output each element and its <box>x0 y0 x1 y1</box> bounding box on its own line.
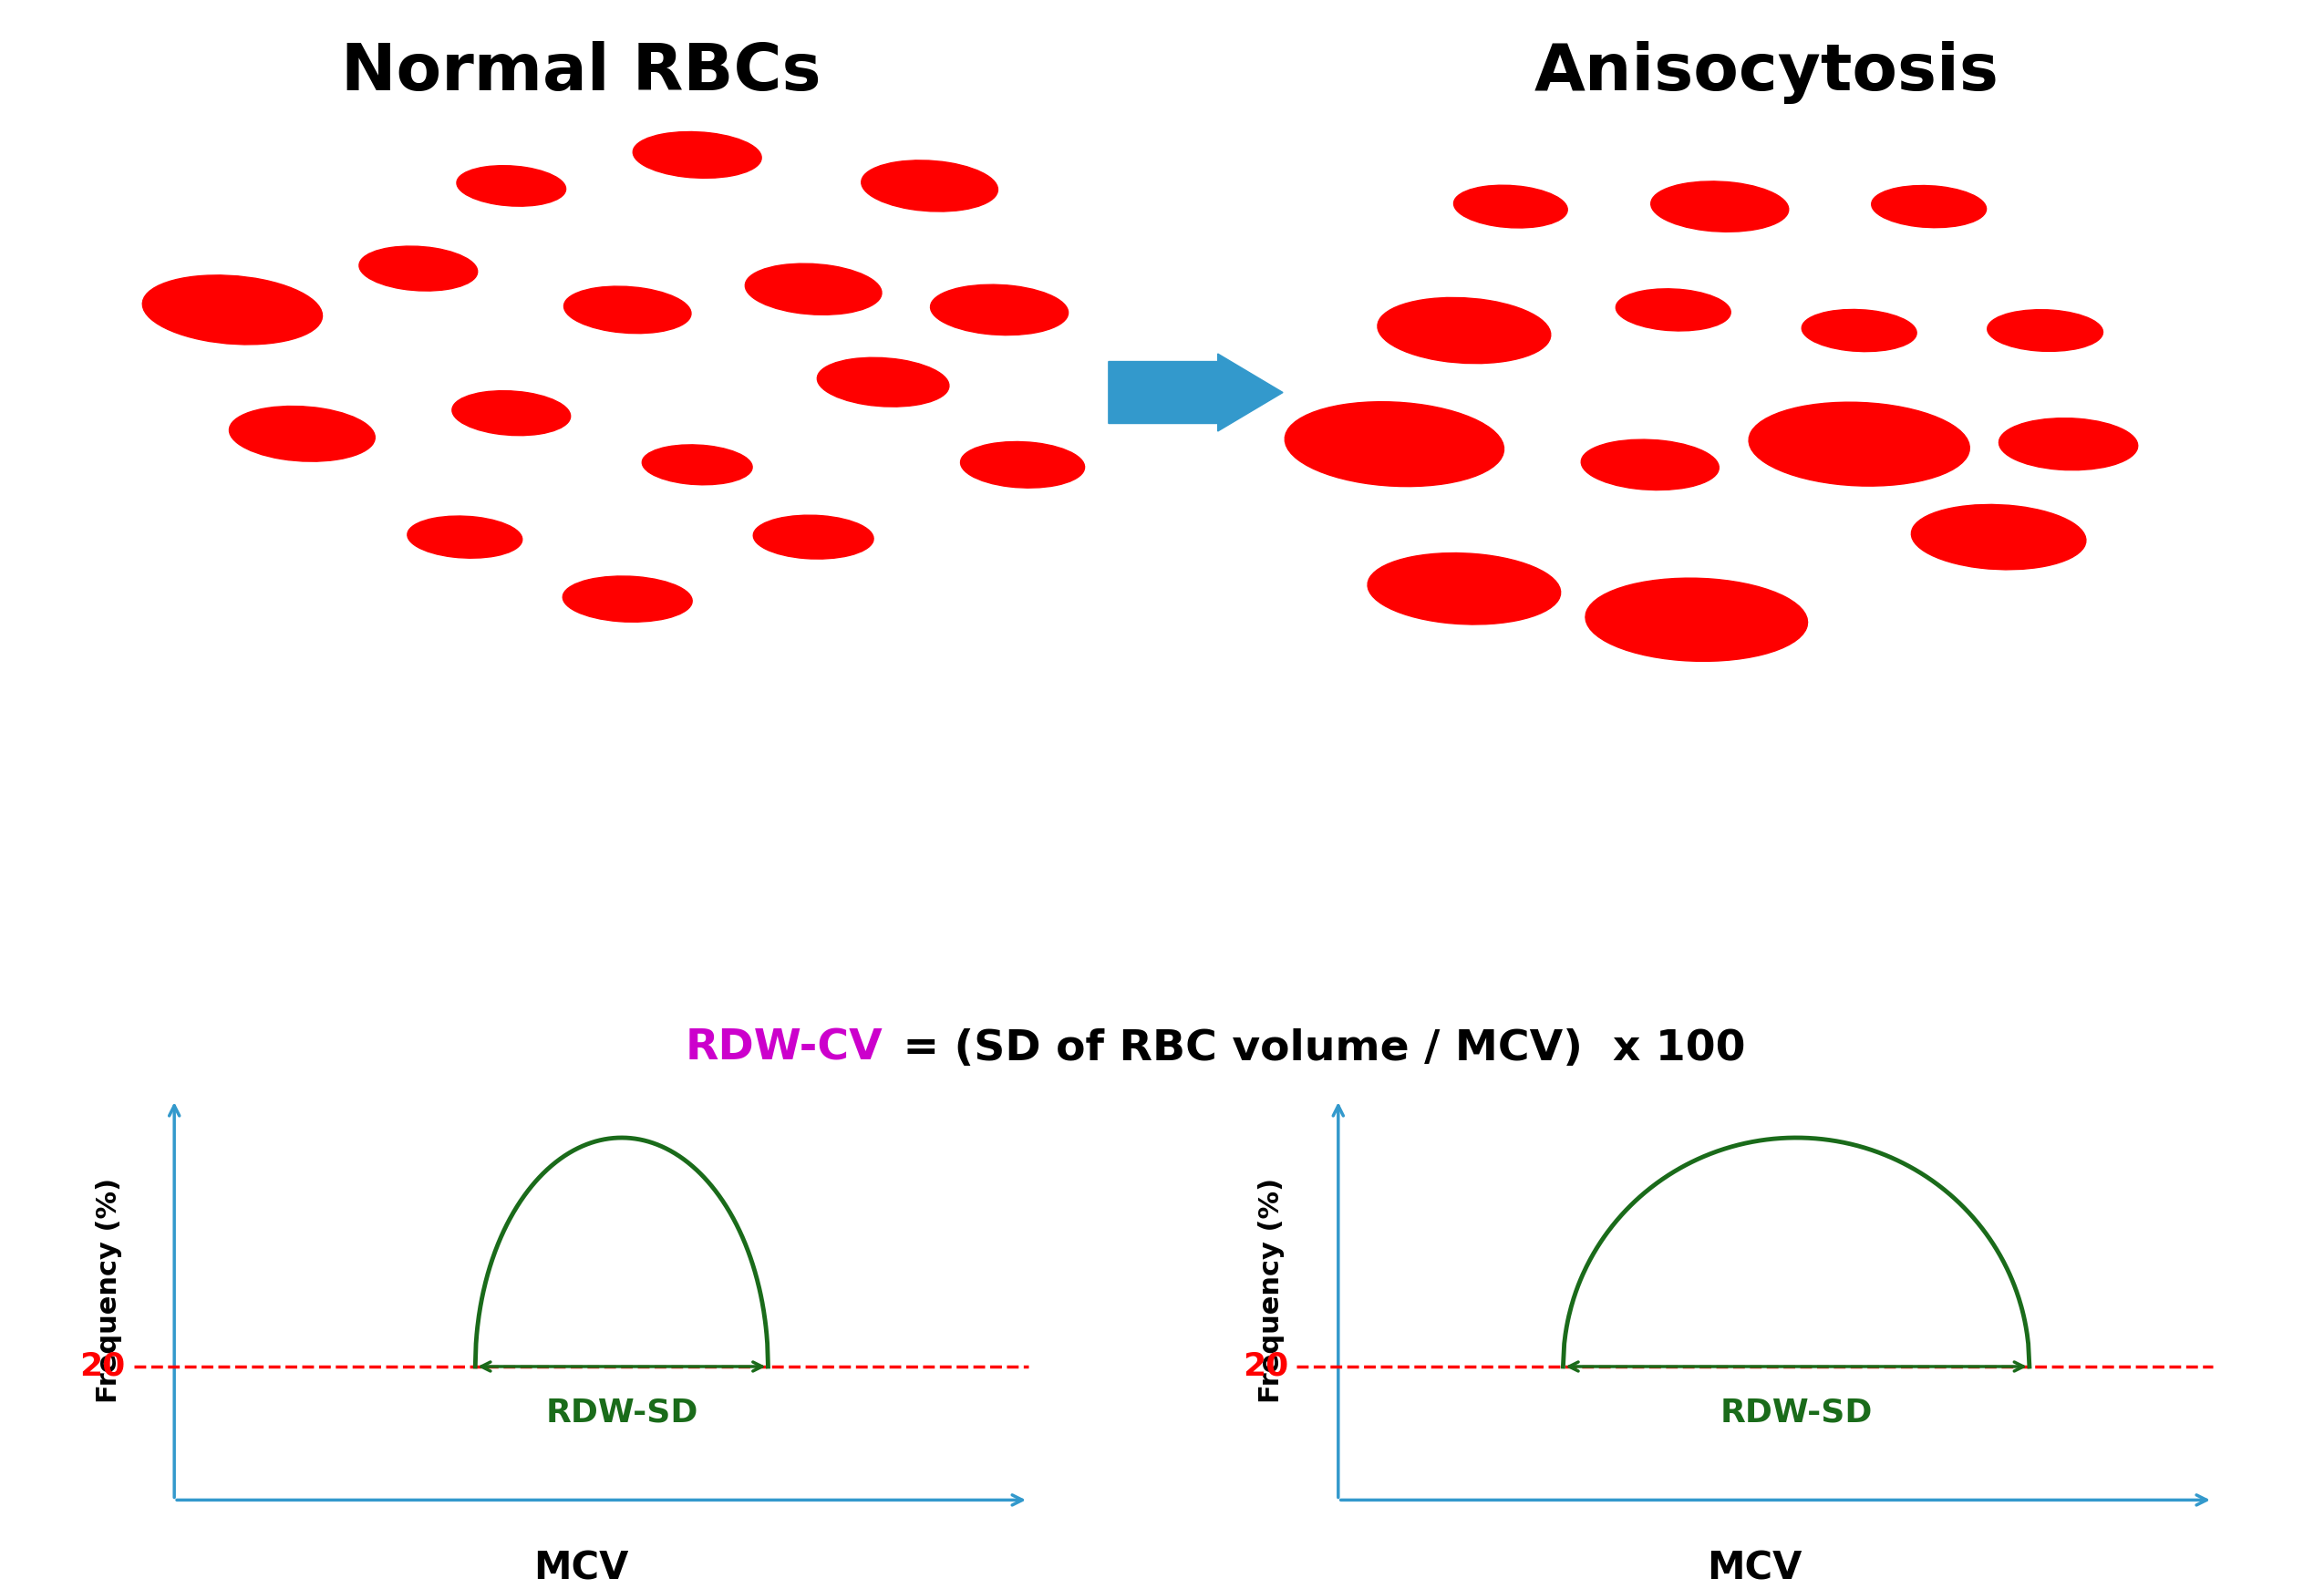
Ellipse shape <box>1580 440 1720 489</box>
Text: Normal RBCs: Normal RBCs <box>342 41 820 105</box>
Ellipse shape <box>1987 310 2103 351</box>
Ellipse shape <box>1455 186 1566 227</box>
Text: RDW-SD: RDW-SD <box>546 1397 697 1429</box>
Ellipse shape <box>818 358 948 407</box>
Ellipse shape <box>930 284 1069 335</box>
Text: = (SD of RBC volume / MCV)  x 100: = (SD of RBC volume / MCV) x 100 <box>888 1028 1745 1069</box>
Text: 20: 20 <box>79 1351 125 1382</box>
Text: Frequency (%): Frequency (%) <box>95 1177 123 1403</box>
FancyArrow shape <box>1109 354 1283 431</box>
Ellipse shape <box>1910 505 2087 569</box>
Ellipse shape <box>1615 289 1731 331</box>
Ellipse shape <box>1585 578 1808 661</box>
Ellipse shape <box>230 407 374 461</box>
Ellipse shape <box>1748 402 1971 486</box>
Ellipse shape <box>407 516 523 558</box>
Ellipse shape <box>1871 186 1987 227</box>
Ellipse shape <box>142 275 323 345</box>
Ellipse shape <box>1367 553 1562 624</box>
Ellipse shape <box>360 246 476 291</box>
Text: MCV: MCV <box>1708 1549 1801 1587</box>
Ellipse shape <box>862 160 997 211</box>
Ellipse shape <box>1378 297 1550 364</box>
Text: Frequency (%): Frequency (%) <box>1257 1177 1285 1403</box>
Ellipse shape <box>458 165 565 207</box>
Ellipse shape <box>1285 402 1504 486</box>
Ellipse shape <box>565 286 690 334</box>
Ellipse shape <box>753 515 874 559</box>
Ellipse shape <box>1650 181 1789 232</box>
Ellipse shape <box>1999 418 2138 470</box>
Text: RDW-CV: RDW-CV <box>686 1028 883 1069</box>
Ellipse shape <box>746 264 881 315</box>
Ellipse shape <box>1801 310 1917 351</box>
Ellipse shape <box>562 577 693 621</box>
Ellipse shape <box>641 445 753 485</box>
Ellipse shape <box>960 442 1085 488</box>
Ellipse shape <box>632 132 762 178</box>
Text: 20: 20 <box>1243 1351 1287 1382</box>
Text: Anisocytosis: Anisocytosis <box>1534 41 1999 105</box>
Ellipse shape <box>453 391 569 435</box>
Text: MCV: MCV <box>535 1549 627 1587</box>
Text: RDW-SD: RDW-SD <box>1720 1397 1873 1429</box>
